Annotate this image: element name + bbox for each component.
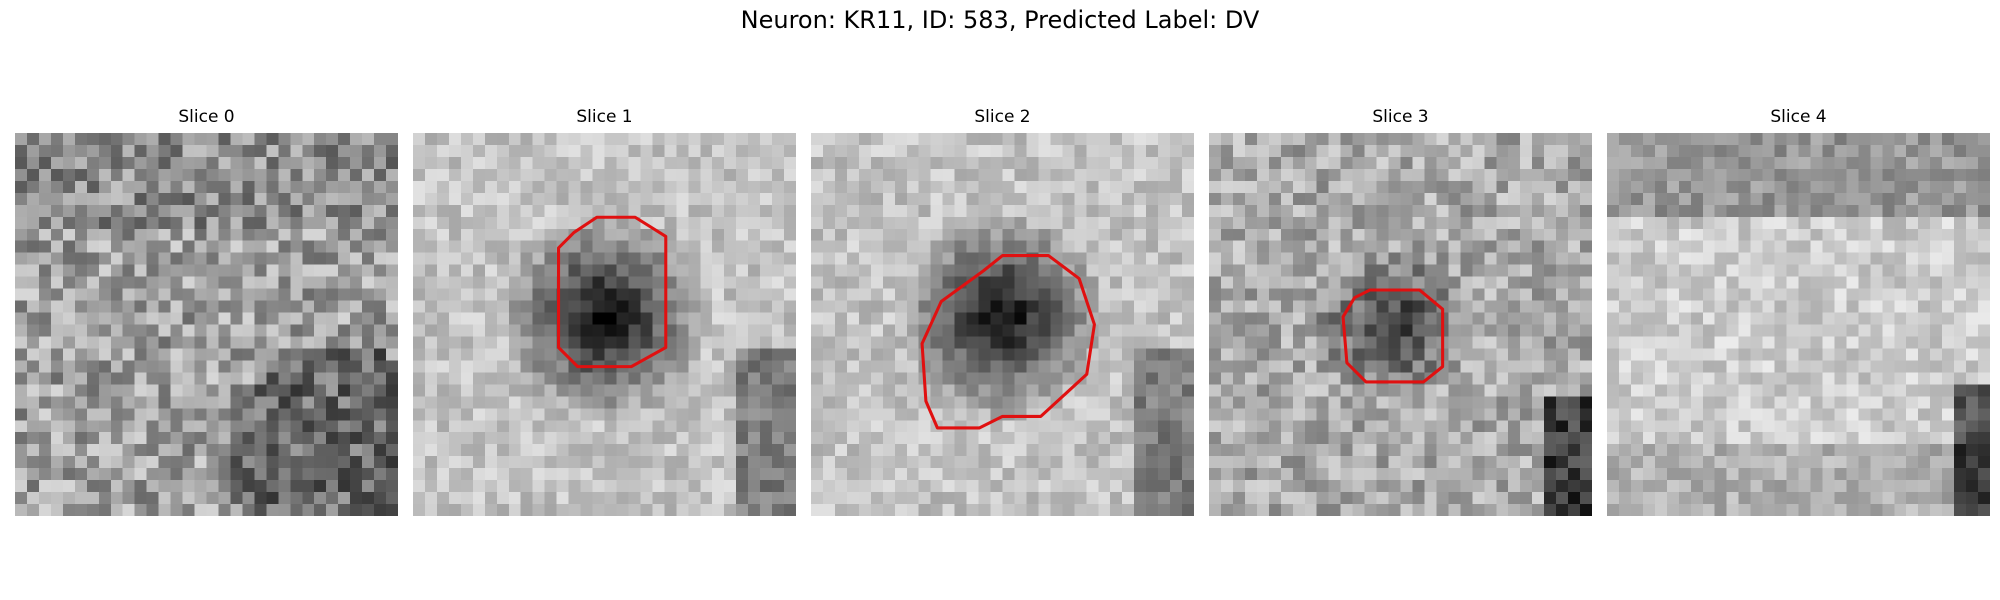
slice-image xyxy=(15,133,398,516)
slice-panel-3: Slice 3 xyxy=(1209,107,1592,516)
roi-contour xyxy=(920,254,1096,430)
slice-title: Slice 0 xyxy=(178,107,235,127)
slice-title: Slice 4 xyxy=(1770,107,1827,127)
slice-image xyxy=(1209,133,1592,516)
slice-title: Slice 1 xyxy=(576,107,633,127)
slice-title: Slice 3 xyxy=(1372,107,1429,127)
contour-overlay xyxy=(1607,133,1990,516)
contour-overlay xyxy=(15,133,398,516)
slice-image xyxy=(811,133,1194,516)
slice-image xyxy=(1607,133,1990,516)
contour-overlay xyxy=(1341,288,1445,384)
contour-overlay xyxy=(557,215,668,369)
slice-image xyxy=(413,133,796,516)
roi-contour xyxy=(557,215,668,369)
contour-overlay xyxy=(920,254,1096,430)
slice-title: Slice 2 xyxy=(974,107,1031,127)
slice-panel-0: Slice 0 xyxy=(15,107,398,516)
slice-panel-1: Slice 1 xyxy=(413,107,796,516)
slice-panel-4: Slice 4 xyxy=(1607,107,1990,516)
slice-panel-2: Slice 2 xyxy=(811,107,1194,516)
figure-title: Neuron: KR11, ID: 583, Predicted Label: … xyxy=(740,6,1260,34)
roi-contour xyxy=(1341,288,1445,384)
